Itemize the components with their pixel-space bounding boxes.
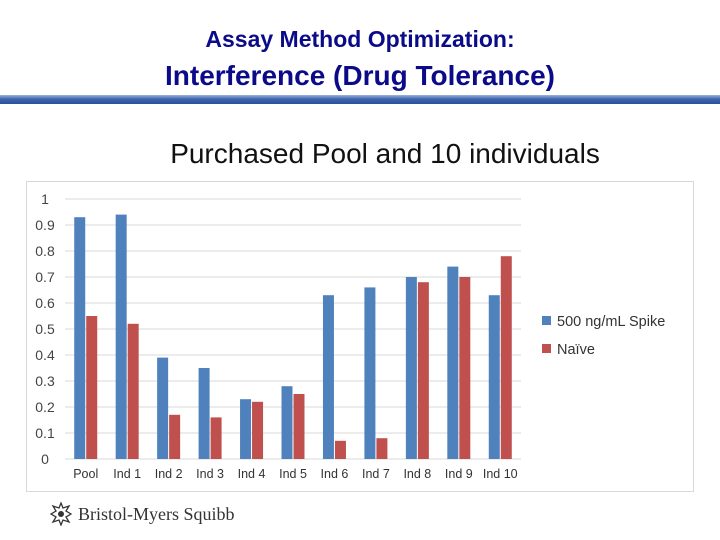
bar-naive (459, 277, 471, 459)
bar-naive (376, 438, 388, 459)
bar-naive (417, 282, 429, 459)
header-divider (0, 95, 720, 104)
x-tick-label: Ind 7 (362, 467, 390, 481)
y-tick-label: 0.2 (35, 399, 55, 415)
logo-text: Bristol-Myers Squibb (78, 503, 235, 524)
y-tick-label: 0.1 (35, 425, 55, 441)
legend-swatch (542, 316, 551, 325)
y-tick-label: 1 (41, 191, 49, 207)
bar-spike (322, 295, 334, 459)
bar-chart: 0 0.1 0.2 0.3 0.4 0.5 0.6 0.7 0.8 0.9 1 Pool Ind 1 In… (35, 191, 665, 481)
x-tick-label: Ind 8 (403, 467, 431, 481)
x-tick-label: Ind 2 (155, 467, 183, 481)
bms-emblem-icon (50, 502, 72, 526)
x-tick-label: Ind 5 (279, 467, 307, 481)
y-tick-label: 0.7 (35, 269, 55, 285)
chart-title: Purchased Pool and 10 individuals (170, 138, 600, 169)
bar-spike (405, 277, 417, 459)
bar-naive (127, 323, 139, 459)
bar-spike (281, 386, 293, 459)
bar-naive (500, 256, 512, 459)
bar-spike (488, 295, 500, 459)
x-tick-label: Pool (73, 467, 98, 481)
y-tick-label: 0.9 (35, 217, 55, 233)
y-tick-label: 0 (41, 451, 49, 467)
chart-container: 0 0.1 0.2 0.3 0.4 0.5 0.6 0.7 0.8 0.9 1 Pool Ind 1 In… (26, 181, 694, 492)
bar-spike (240, 399, 252, 459)
legend-swatch (542, 344, 551, 353)
bar-spike (157, 357, 169, 459)
company-logo: Bristol-Myers Squibb (50, 500, 235, 528)
x-tick-label: Ind 10 (483, 467, 518, 481)
y-tick-label: 0.5 (35, 321, 55, 337)
bar-naive (86, 316, 98, 459)
legend-label: Naïve (557, 342, 595, 358)
bar-naive (252, 401, 264, 459)
x-tick-label: Ind 3 (196, 467, 224, 481)
x-tick-label: Ind 9 (445, 467, 473, 481)
bar-spike (364, 287, 376, 459)
bar-spike (74, 217, 86, 459)
y-tick-label: 0.3 (35, 373, 55, 389)
y-tick-label: 0.8 (35, 243, 55, 259)
y-tick-label: 0.6 (35, 295, 55, 311)
legend-label: 500 ng/mL Spike (557, 314, 665, 330)
bar-naive (169, 414, 181, 459)
bar-spike (115, 214, 127, 459)
bar-naive (210, 417, 222, 459)
x-tick-label: Ind 6 (321, 467, 349, 481)
bar-spike (198, 368, 210, 459)
bar-naive (293, 394, 305, 459)
slide-header: Assay Method Optimization: Interference … (0, 0, 720, 110)
slide-subtitle: Assay Method Optimization: (205, 26, 515, 52)
bar-spike (447, 266, 459, 459)
y-tick-label: 0.4 (35, 347, 55, 363)
x-tick-label: Ind 4 (238, 467, 266, 481)
slide-title: Interference (Drug Tolerance) (164, 60, 556, 91)
x-tick-label: Ind 1 (113, 467, 141, 481)
bar-naive (334, 440, 346, 459)
